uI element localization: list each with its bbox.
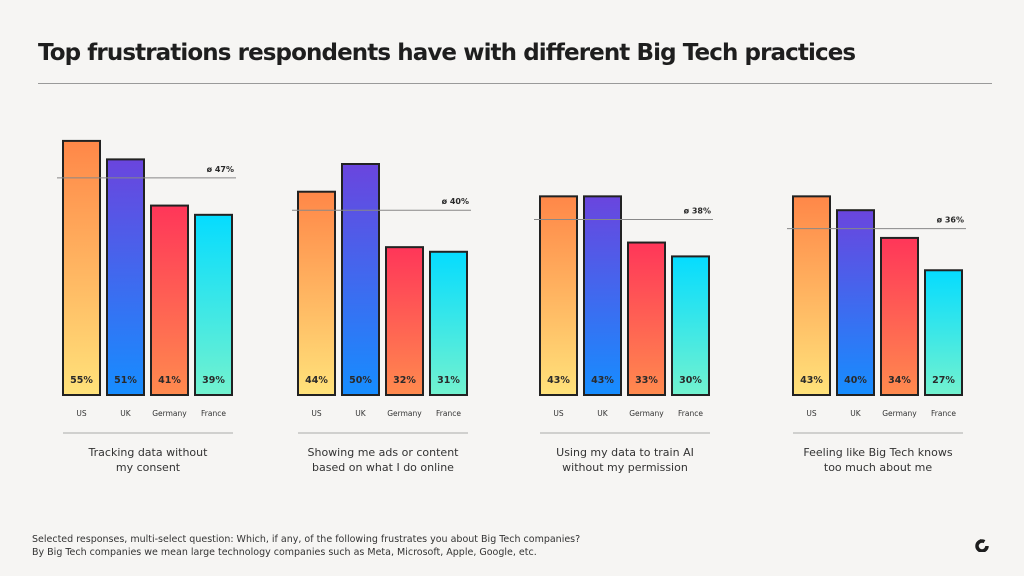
data-label: 44% [305, 375, 328, 386]
bar-germany [150, 204, 189, 396]
data-label: 50% [349, 375, 372, 386]
data-label: 43% [800, 375, 823, 386]
bar-france [194, 213, 233, 396]
bar-uk [836, 209, 875, 396]
bar-us [62, 139, 101, 396]
brand-logo-icon [975, 539, 989, 552]
data-label: 27% [932, 375, 955, 386]
category-label: France [201, 409, 226, 418]
bar-germany [880, 236, 919, 396]
bar-germany [627, 241, 666, 396]
chart-caption: Showing me ads or content [308, 446, 460, 459]
footnote-line-2: By Big Tech companies we mean large tech… [32, 547, 537, 558]
category-label: US [76, 409, 86, 418]
category-label: US [806, 409, 816, 418]
data-label: 32% [393, 375, 416, 386]
data-label: 51% [114, 375, 137, 386]
data-label: 40% [844, 375, 867, 386]
chart-caption: based on what I do online [312, 461, 454, 474]
category-label: Germany [629, 409, 664, 418]
average-label: ø 38% [684, 206, 711, 215]
data-label: 30% [679, 375, 702, 386]
bar-us [297, 190, 336, 396]
bar-uk [341, 163, 380, 396]
category-label: US [553, 409, 563, 418]
chart-caption: too much about me [824, 461, 932, 474]
category-label: UK [850, 409, 861, 418]
data-label: 55% [70, 375, 93, 386]
chart-group: 43% US 40% UK 34% Germany 27% France ø 36% Feelin… [787, 195, 966, 474]
bar-uk [106, 158, 145, 396]
data-label: 33% [635, 375, 658, 386]
footnote-line-1: Selected responses, multi-select questio… [32, 534, 581, 545]
data-label: 41% [158, 375, 181, 386]
average-label: ø 36% [937, 216, 964, 225]
chart-caption: Using my data to train AI [556, 446, 694, 459]
category-label: Germany [882, 409, 917, 418]
bar-germany [385, 246, 424, 396]
category-label: US [311, 409, 321, 418]
category-label: UK [355, 409, 366, 418]
chart-caption: my consent [116, 461, 181, 474]
data-label: 43% [591, 375, 614, 386]
bar-france [671, 255, 710, 396]
category-label: UK [120, 409, 131, 418]
bar-us [792, 195, 831, 396]
data-label: 31% [437, 375, 460, 386]
bar-france [429, 250, 468, 396]
bar-uk [583, 195, 622, 396]
category-label: Germany [387, 409, 422, 418]
chart-group: 44% US 50% UK 32% Germany 31% France ø 40% Showin… [292, 163, 471, 474]
category-label: France [678, 409, 703, 418]
footnote: Selected responses, multi-select questio… [32, 533, 580, 559]
data-label: 39% [202, 375, 225, 386]
category-label: Germany [152, 409, 187, 418]
average-label: ø 47% [207, 165, 234, 174]
bar-us [539, 195, 578, 396]
category-label: France [931, 409, 956, 418]
average-label: ø 40% [442, 197, 469, 206]
page-title: Top frustrations respondents have with d… [38, 40, 856, 66]
chart-caption: Tracking data without [88, 446, 209, 459]
title-divider [38, 83, 992, 84]
chart-group: 55% US 51% UK 41% Germany 39% France ø 47% Tracki… [57, 139, 236, 474]
chart-caption: Feeling like Big Tech knows [803, 446, 952, 459]
data-label: 34% [888, 375, 911, 386]
chart-caption: without my permission [562, 461, 688, 474]
category-label: France [436, 409, 461, 418]
data-label: 43% [547, 375, 570, 386]
bar-france [924, 269, 963, 397]
chart-group: 43% US 43% UK 33% Germany 30% France ø 38% Using … [534, 195, 713, 474]
category-label: UK [597, 409, 608, 418]
